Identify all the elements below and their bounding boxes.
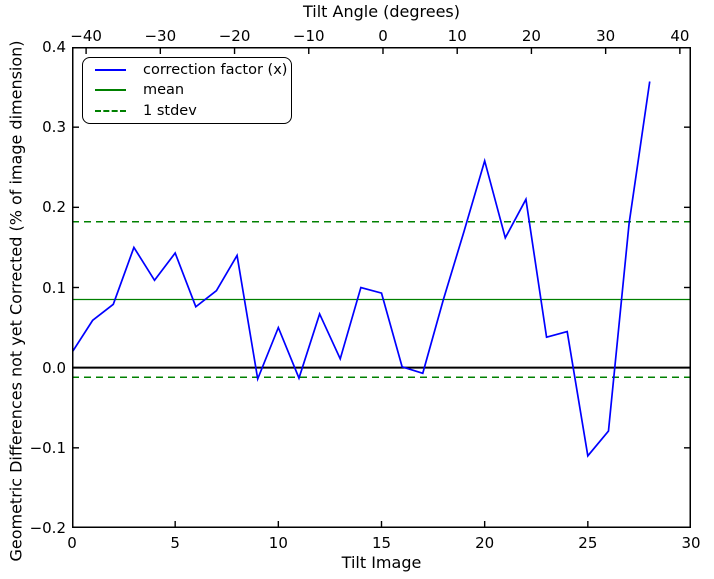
- x-tick-label: 10: [268, 534, 288, 552]
- y-tick-label: 0.2: [42, 198, 66, 217]
- top-axis-title: Tilt Angle (degrees): [302, 2, 461, 21]
- axes-spines: [72, 47, 691, 528]
- top-tick-label: 40: [670, 27, 690, 45]
- legend-line-sample-blue: [95, 69, 126, 72]
- top-tick-label: 10: [447, 27, 467, 45]
- data-line-correction-factor-x-: [72, 81, 651, 458]
- x-axis-label: Tilt Image: [341, 553, 422, 572]
- x-tick-label: 0: [67, 534, 77, 552]
- top-tick-label: 30: [596, 27, 616, 45]
- top-tick-label: 20: [521, 27, 541, 45]
- legend-item-mean: mean: [95, 82, 291, 98]
- legend-item-stdev: 1 stdev: [95, 103, 291, 119]
- top-tick-label: 0: [378, 27, 388, 45]
- x-tick-label: 30: [681, 534, 701, 552]
- top-tick-label: −10: [292, 27, 325, 45]
- y-tick-label: 0.0: [42, 358, 66, 377]
- x-tick-label: 5: [170, 534, 180, 552]
- y-tick-label: 0.4: [42, 38, 66, 56]
- legend-item-label: correction factor (x): [143, 62, 288, 79]
- top-tick-label: −30: [144, 27, 177, 45]
- x-tick-label: 25: [578, 534, 598, 552]
- legend-line-sample-green-solid: [95, 89, 126, 92]
- y-tick-label: 0.1: [42, 278, 66, 297]
- y-tick-label: −0.2: [29, 519, 66, 537]
- plot-canvas: [72, 47, 691, 528]
- legend-item-label: 1 stdev: [143, 102, 197, 119]
- y-tick-label: −0.1: [29, 438, 66, 457]
- plot-area: correction factor (x) mean 1 stdev: [72, 47, 691, 528]
- top-tick-label: −20: [218, 27, 251, 45]
- y-tick-label: 0.3: [42, 118, 66, 137]
- legend-item-correction-factor: correction factor (x): [95, 62, 291, 78]
- y-axis-label: Geometric Differences not yet Corrected …: [6, 40, 26, 562]
- legend-line-sample-green-dashed: [95, 109, 126, 112]
- legend-item-label: mean: [143, 82, 185, 99]
- x-tick-label: 15: [371, 534, 392, 552]
- x-tick-label: 20: [475, 534, 495, 552]
- top-tick-label: −40: [70, 27, 102, 45]
- legend: correction factor (x) mean 1 stdev: [82, 57, 292, 124]
